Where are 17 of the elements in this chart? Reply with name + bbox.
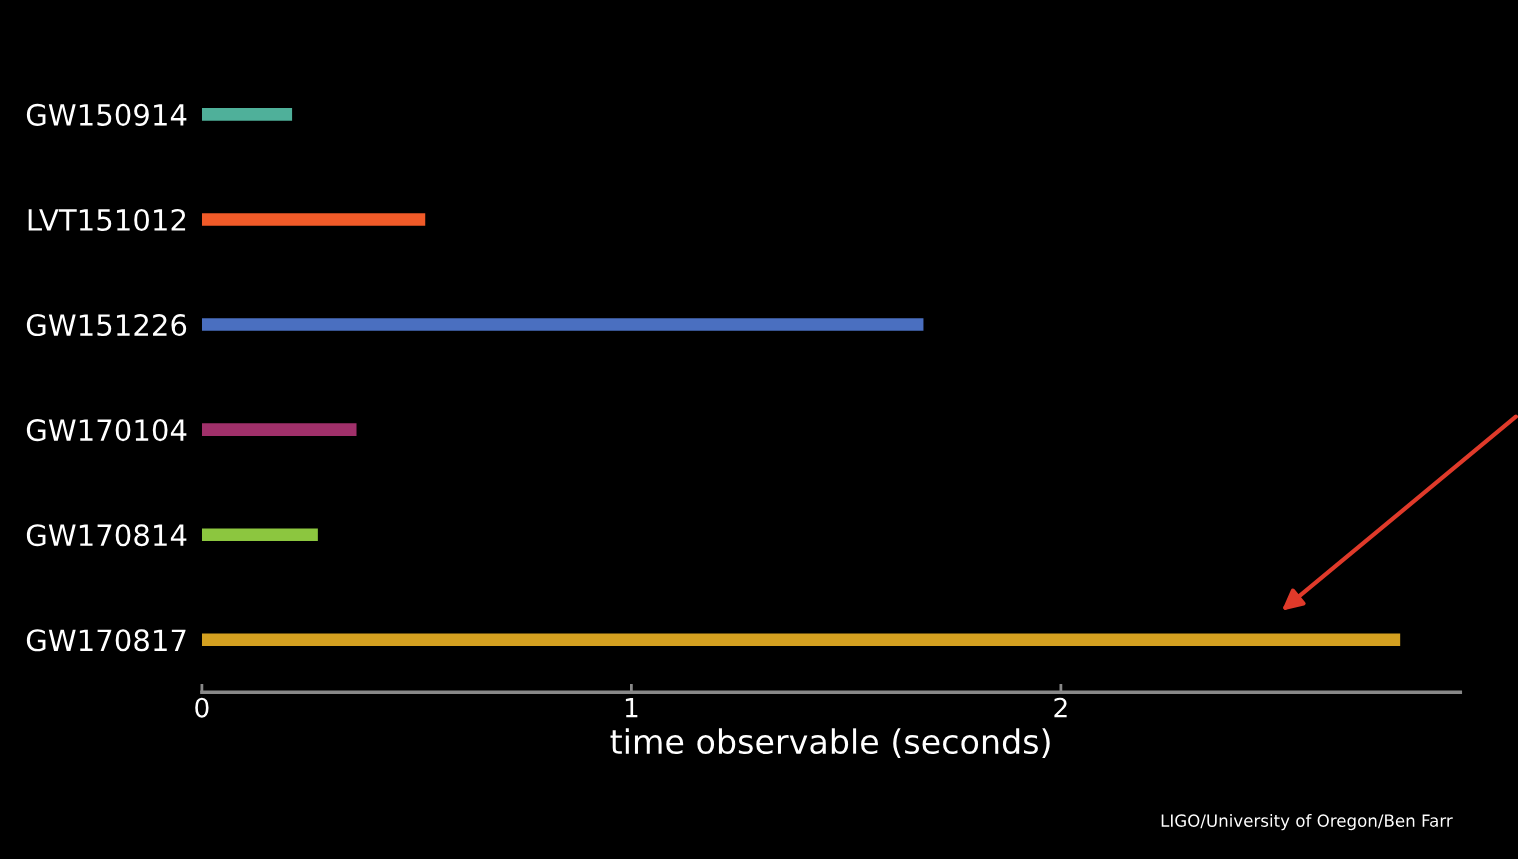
- x-tick-label: 0: [195, 697, 209, 718]
- x-axis-title: time observable (seconds): [610, 728, 1050, 759]
- text: LIGO/University of Oregon/Ben Farr: [1161, 814, 1453, 831]
- bar: [201, 318, 924, 331]
- bar: [201, 423, 357, 436]
- y-tick-label: GW170814: [26, 524, 187, 547]
- x-tick-label: 1: [625, 698, 638, 718]
- bar: [201, 528, 318, 542]
- y-tick-label: GW151226: [26, 313, 187, 337]
- y-tick-label: LVT151012: [28, 208, 186, 231]
- y-tick-label: GW150914: [26, 103, 187, 126]
- y-tick-label: GW170817: [26, 629, 186, 652]
- bar: [201, 633, 1401, 647]
- x-tick-label: 2: [1054, 697, 1067, 718]
- bar: [201, 213, 426, 226]
- bar: [201, 108, 293, 121]
- y-tick-label: GW170104: [26, 419, 187, 442]
